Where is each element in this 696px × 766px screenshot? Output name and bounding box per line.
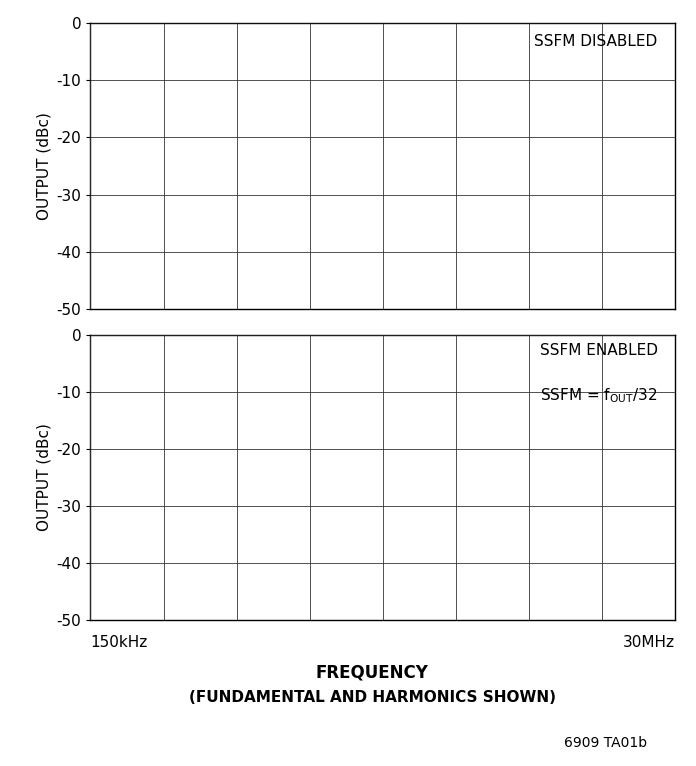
Text: 150kHz: 150kHz [90,635,148,650]
Text: 6909 TA01b: 6909 TA01b [564,736,647,750]
Y-axis label: OUTPUT (dBc): OUTPUT (dBc) [36,112,51,220]
Y-axis label: OUTPUT (dBc): OUTPUT (dBc) [36,424,51,532]
Text: SSFM = f$_{\mathsf{OUT}}$/32: SSFM = f$_{\mathsf{OUT}}$/32 [540,386,658,404]
Text: SSFM ENABLED: SSFM ENABLED [539,343,658,358]
Text: FREQUENCY: FREQUENCY [316,664,429,682]
Text: (FUNDAMENTAL AND HARMONICS SHOWN): (FUNDAMENTAL AND HARMONICS SHOWN) [189,690,556,705]
Text: SSFM DISABLED: SSFM DISABLED [535,34,658,50]
Text: 30MHz: 30MHz [623,635,675,650]
